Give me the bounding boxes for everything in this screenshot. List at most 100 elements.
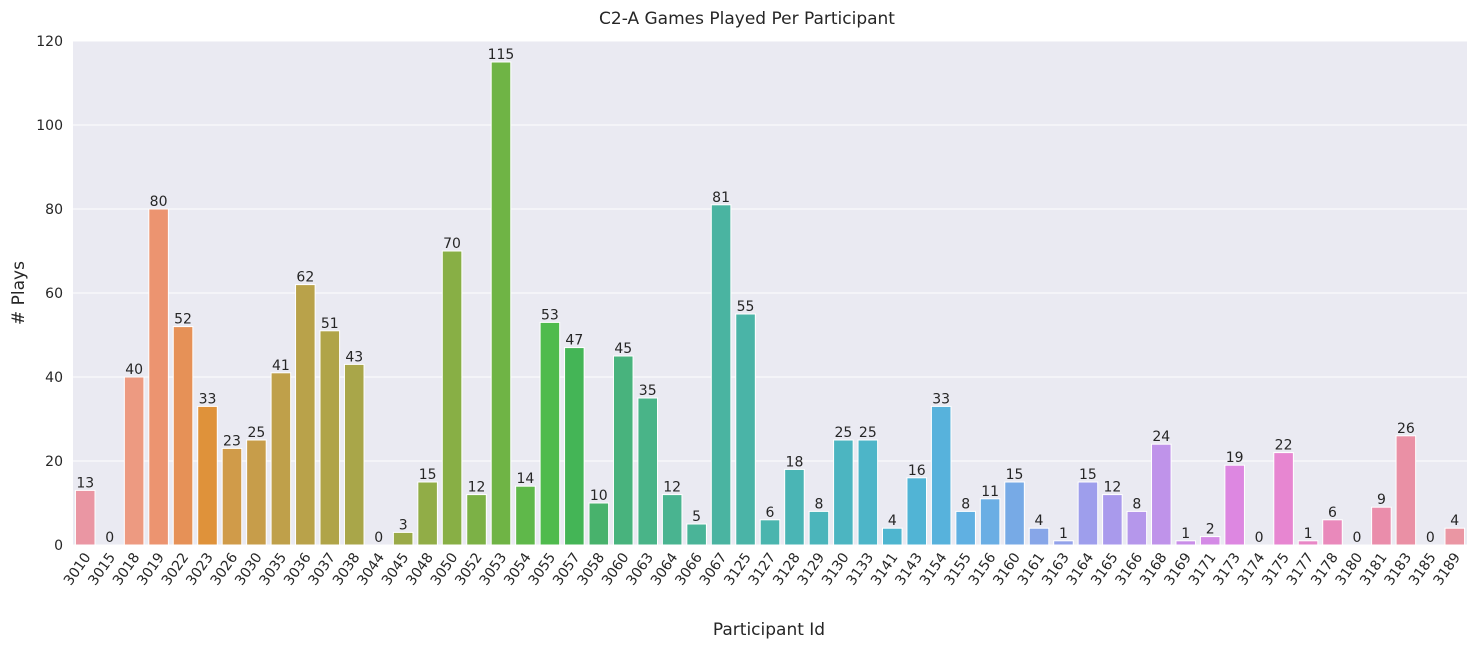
data-label-3175: 22 — [1275, 438, 1293, 454]
data-label-3055: 53 — [541, 307, 559, 323]
data-label-3178: 6 — [1328, 505, 1337, 521]
data-label-3168: 24 — [1152, 429, 1170, 445]
bar-3181 — [1371, 506, 1392, 546]
data-label-3052: 12 — [468, 480, 486, 496]
bar-3160 — [1004, 481, 1025, 546]
bar-3141 — [881, 527, 903, 546]
bar-3019 — [148, 208, 169, 546]
bar-3177 — [1297, 540, 1319, 546]
bar-3155 — [955, 510, 976, 546]
bar-3161 — [1028, 527, 1050, 546]
data-label-3050: 70 — [443, 236, 461, 252]
data-label-3053: 115 — [488, 47, 515, 63]
bar-3026 — [221, 447, 243, 546]
bar-3048 — [417, 481, 438, 546]
data-label-3058: 10 — [590, 488, 608, 504]
data-label-3054: 14 — [517, 471, 535, 487]
bar-3127 — [759, 519, 781, 546]
data-label-3045: 3 — [399, 517, 408, 533]
bar-3054 — [515, 485, 536, 546]
bar-3045 — [392, 531, 414, 546]
bar-3173 — [1224, 464, 1245, 546]
bar-3128 — [784, 468, 805, 546]
bar-3063 — [637, 397, 659, 546]
data-label-3163: 1 — [1059, 526, 1068, 542]
bar-3050 — [441, 250, 463, 546]
bar-3066 — [686, 523, 707, 546]
bar-3178 — [1322, 519, 1343, 546]
y-axis-label: # Plays — [9, 261, 29, 325]
data-label-3066: 5 — [692, 509, 701, 525]
bar-3164 — [1077, 481, 1099, 546]
data-label-3177: 1 — [1304, 526, 1313, 542]
y-tick-label: 20 — [45, 454, 63, 470]
data-label-3019: 80 — [150, 194, 168, 210]
x-axis-ticks: 3010301530183019302230233026303030353036… — [61, 550, 1464, 588]
data-label-3171: 2 — [1206, 522, 1215, 538]
data-label-3174: 0 — [1255, 530, 1264, 546]
data-label-3038: 43 — [345, 349, 363, 365]
bar-3055 — [539, 321, 561, 546]
data-label-3166: 8 — [1132, 496, 1141, 512]
bar-3169 — [1175, 540, 1197, 546]
bar-3165 — [1102, 494, 1123, 546]
y-tick-label: 40 — [45, 370, 63, 386]
data-label-3154: 33 — [932, 391, 950, 407]
data-label-3125: 55 — [737, 299, 755, 315]
data-label-3173: 19 — [1226, 450, 1244, 466]
data-label-3030: 25 — [248, 425, 266, 441]
data-label-3026: 23 — [223, 433, 241, 449]
data-label-3064: 12 — [663, 480, 681, 496]
bar-3129 — [808, 510, 830, 546]
bar-3168 — [1151, 443, 1172, 546]
bar-3038 — [343, 363, 365, 546]
data-label-3057: 47 — [565, 333, 583, 349]
bar-3133 — [857, 439, 879, 546]
data-label-3129: 8 — [814, 496, 823, 512]
bar-3125 — [735, 313, 756, 546]
y-tick-label: 0 — [54, 538, 63, 554]
bar-3058 — [588, 502, 610, 546]
data-label-3063: 35 — [639, 383, 657, 399]
y-axis-ticks: 0 20 40 60 80 100 120 — [36, 34, 63, 554]
data-label-3015: 0 — [105, 530, 114, 546]
data-label-3130: 25 — [834, 425, 852, 441]
bar-3010 — [74, 489, 96, 546]
x-axis-label: Participant Id — [713, 620, 825, 640]
chart-title: C2-A Games Played Per Participant — [599, 9, 895, 29]
bar-3175 — [1273, 452, 1294, 546]
bar-3154 — [930, 405, 952, 546]
data-label-3022: 52 — [174, 312, 192, 328]
bar-3036 — [295, 284, 316, 546]
data-label-3141: 4 — [888, 513, 897, 529]
bar-3023 — [197, 405, 218, 546]
bar-3143 — [906, 477, 928, 546]
bar-3163 — [1053, 540, 1074, 546]
data-label-3044: 0 — [374, 530, 383, 546]
data-label-3023: 33 — [199, 391, 217, 407]
bar-3060 — [612, 355, 634, 546]
bar-3183 — [1395, 435, 1417, 546]
bar-3064 — [661, 494, 683, 546]
data-label-3189: 4 — [1450, 513, 1459, 529]
bars — [74, 61, 1466, 546]
data-label-3160: 15 — [1006, 467, 1024, 483]
data-label-3183: 26 — [1397, 421, 1415, 437]
y-tick-label: 80 — [45, 202, 63, 218]
data-label-3037: 51 — [321, 316, 339, 332]
data-label-3165: 12 — [1103, 480, 1121, 496]
bar-3156 — [979, 498, 1001, 546]
data-label-3156: 11 — [981, 484, 999, 500]
y-tick-label: 120 — [36, 34, 63, 50]
bar-3022 — [172, 326, 194, 546]
data-label-3048: 15 — [419, 467, 437, 483]
bar-3037 — [319, 330, 341, 546]
bar-3052 — [466, 494, 487, 546]
bar-3171 — [1199, 536, 1221, 546]
bar-3166 — [1126, 510, 1148, 546]
data-label-3169: 1 — [1181, 526, 1190, 542]
bar-3018 — [123, 376, 145, 546]
bar-3130 — [833, 439, 854, 546]
data-label-3161: 4 — [1035, 513, 1044, 529]
